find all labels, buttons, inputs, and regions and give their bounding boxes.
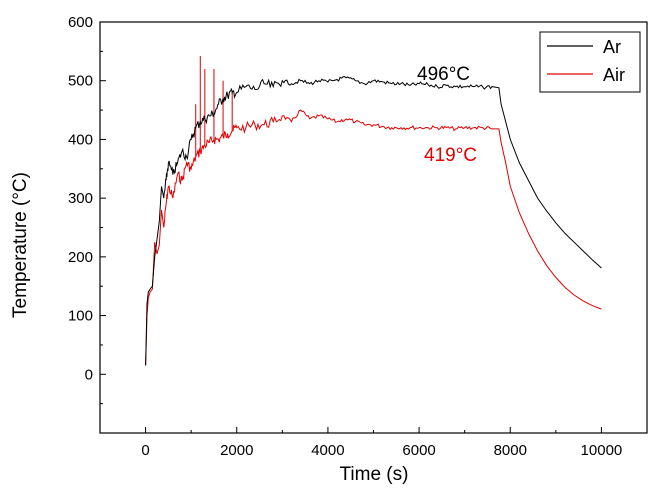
annotation-air-value: 419 bbox=[424, 145, 456, 166]
y-tick-label: 600 bbox=[68, 14, 93, 31]
y-tick-label: 200 bbox=[68, 249, 93, 266]
y-tick-label: 500 bbox=[68, 73, 93, 90]
annotation-ar-peak: 496°C bbox=[417, 64, 470, 85]
y-tick-label: 400 bbox=[68, 131, 93, 148]
x-tick-label: 4000 bbox=[311, 442, 344, 459]
axis-tick-labels: 0 2000 4000 6000 8000 10000 0 100 200 300 400 500 60… bbox=[68, 14, 622, 459]
series-air-spikes bbox=[195, 56, 233, 158]
x-axis-label: Time (s) bbox=[340, 464, 409, 485]
annotation-air-peak: 419°C bbox=[424, 145, 477, 166]
series-line-ar bbox=[145, 76, 602, 366]
y-axis-label: Temperature (°C) bbox=[10, 172, 31, 318]
y-tick-label: 100 bbox=[68, 308, 93, 325]
x-tick-label: 8000 bbox=[494, 442, 527, 459]
legend-label-ar: Ar bbox=[603, 37, 621, 57]
x-tick-label: 2000 bbox=[220, 442, 253, 459]
x-tick-label: 0 bbox=[141, 442, 149, 459]
y-tick-label: 300 bbox=[68, 190, 93, 207]
annotation-air-unit: °C bbox=[456, 145, 477, 166]
annotation-ar-value: 496 bbox=[417, 64, 449, 85]
x-tick-label: 6000 bbox=[402, 442, 435, 459]
y-tick-label: 0 bbox=[85, 366, 93, 383]
legend-box bbox=[539, 31, 641, 93]
x-tick-label: 10000 bbox=[581, 442, 623, 459]
series-layer bbox=[145, 76, 602, 366]
legend-label-air: Air bbox=[603, 65, 625, 85]
series-line-air bbox=[145, 109, 602, 366]
annotation-ar-unit: °C bbox=[449, 64, 470, 85]
legend: Ar Air bbox=[539, 31, 641, 93]
axis-ticks bbox=[99, 21, 648, 433]
